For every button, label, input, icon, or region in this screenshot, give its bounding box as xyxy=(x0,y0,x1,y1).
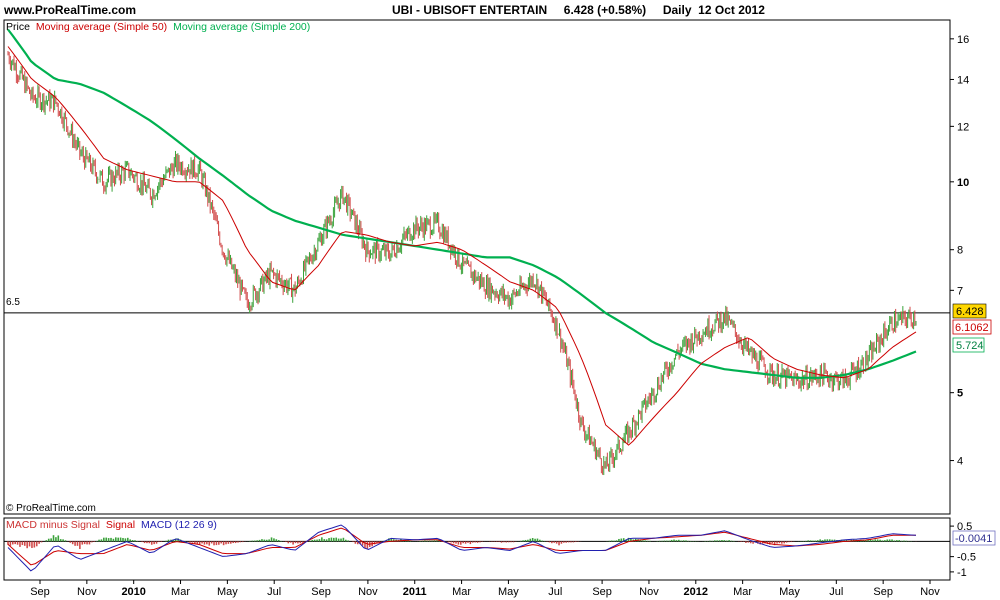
x-tick-label: Nov xyxy=(920,586,940,598)
x-tick-label: Mar xyxy=(171,586,190,598)
badge-macd-text: -0.0041 xyxy=(955,533,992,545)
chart-title: UBI - UBISOFT ENTERTAIN 6.428 (+0.58%) D… xyxy=(392,3,765,17)
price-y-tick-label: 8 xyxy=(957,245,963,257)
legend-macd-line: MACD (12 26 9) xyxy=(141,519,217,531)
x-tick-label: Nov xyxy=(358,586,378,598)
macd-y-tick-label: -1 xyxy=(957,567,967,579)
x-tick-label: Nov xyxy=(639,586,659,598)
price-panel xyxy=(3,19,951,515)
macd-line xyxy=(7,524,917,572)
x-tick-label: Sep xyxy=(30,586,50,598)
x-tick-label: Sep xyxy=(592,586,612,598)
macd-y-tick-label: 0.5 xyxy=(957,521,972,533)
x-tick-label: 2010 xyxy=(121,586,145,598)
price-y-axis: 16 14 12 10 8 7 5 4 xyxy=(950,34,969,468)
price-y-tick-label: 12 xyxy=(957,121,969,133)
legend-ma200: Moving average (Simple 200) xyxy=(173,21,310,33)
x-tick-label: Jul xyxy=(548,586,562,598)
badge-ma200: 5.724 xyxy=(952,337,985,353)
legend-macd-hist: MACD minus Signal xyxy=(6,519,100,531)
signal-line xyxy=(7,527,916,566)
price-y-tick-label: 14 xyxy=(957,74,969,86)
x-tick-label: Jul xyxy=(267,586,281,598)
macd-y-tick-label: -0.5 xyxy=(957,552,976,564)
ma50-line xyxy=(7,46,917,446)
macd-plot xyxy=(4,524,950,572)
legend-price: Price Moving average (Simple 50) Moving … xyxy=(6,21,310,33)
x-tick-label: Sep xyxy=(873,586,893,598)
price-y-tick-label: 4 xyxy=(957,456,963,468)
legend-macd: MACD minus Signal Signal MACD (12 26 9) xyxy=(6,519,217,531)
legend-macd-signal: Signal xyxy=(106,519,135,531)
x-tick-label: 2012 xyxy=(684,586,708,598)
x-tick-label: Mar xyxy=(452,586,471,598)
badge-last: 6.428 xyxy=(952,303,987,319)
x-axis: Sep Nov 2010 Mar May Jul Sep Nov 2011 Mar May Jul Se… xyxy=(30,580,940,598)
hline-label: 6.5 xyxy=(6,297,20,308)
legend-ma50: Moving average (Simple 50) xyxy=(36,21,167,33)
x-tick-label: Mar xyxy=(733,586,752,598)
x-tick-label: Sep xyxy=(311,586,331,598)
ma200-line xyxy=(7,28,917,379)
badge-ma50: 6.1062 xyxy=(952,319,992,335)
x-tick-label: May xyxy=(217,586,238,598)
badge-macd: -0.0041 xyxy=(952,530,996,546)
legend-price-label: Price xyxy=(6,21,30,33)
badge-last-text: 6.428 xyxy=(956,306,984,318)
copyright: © ProRealTime.com xyxy=(6,503,96,514)
price-y-tick-label: 5 xyxy=(957,388,963,400)
price-plot xyxy=(4,28,950,476)
macd-y-axis: 0.5 -0.5 -1 xyxy=(950,521,976,579)
price-y-tick-label: 10 xyxy=(957,177,969,189)
x-tick-label: May xyxy=(498,586,519,598)
badge-ma200-text: 5.724 xyxy=(956,340,984,352)
x-tick-label: Nov xyxy=(77,586,97,598)
x-tick-label: 2011 xyxy=(403,586,427,598)
x-tick-label: May xyxy=(779,586,800,598)
x-tick-label: Jul xyxy=(829,586,843,598)
price-y-tick-label: 16 xyxy=(957,34,969,46)
badge-ma50-text: 6.1062 xyxy=(955,322,989,334)
price-y-tick-label: 7 xyxy=(957,285,963,297)
site-label[interactable]: www.ProRealTime.com xyxy=(3,3,136,17)
